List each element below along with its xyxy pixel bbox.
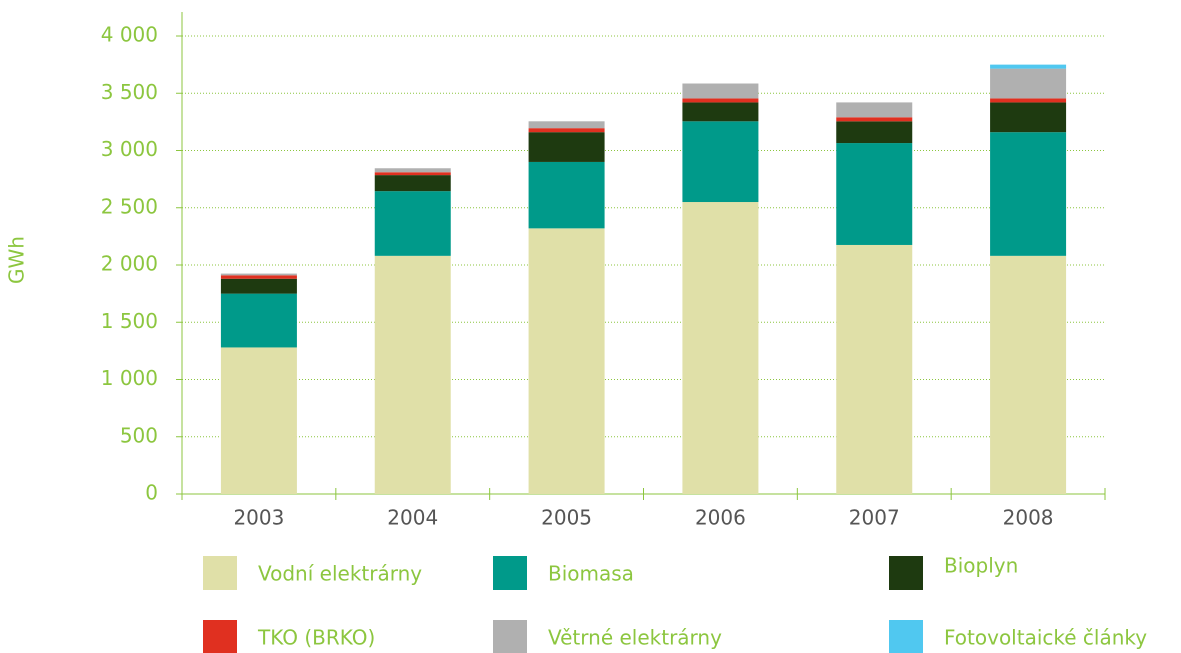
y-tick-label: 0 [145,481,158,505]
bar-segment [682,202,759,494]
legend-label: Bioplyn [944,554,1018,578]
bar-segment [374,168,451,173]
bar-segment [220,273,297,276]
bar-segment [220,347,297,494]
y-tick-label: 4 000 [101,23,158,47]
bar-segment [528,228,605,495]
bar-segment [990,102,1067,133]
bar-segment [528,161,605,229]
y-tick-label: 500 [120,423,158,447]
bar-segment [836,117,913,122]
bar-segment [990,132,1067,256]
legend-swatch [203,556,237,590]
y-tick-label: 3 500 [101,80,158,104]
x-tick-label: 2003 [233,506,284,530]
legend-swatch [493,620,527,653]
bar-segment [990,64,1067,69]
x-tick-label: 2007 [849,506,900,530]
legend-label: Větrné elektrárny [548,626,722,650]
bar-segment [220,275,297,279]
y-tick-label: 1 000 [101,366,158,390]
bar-segment [374,172,451,176]
bar-segment [990,98,1067,103]
bar-segment [682,83,759,99]
bar-segment [836,244,913,494]
legend-label: Vodní elektrárny [258,562,422,586]
bar-segment [836,121,913,144]
bar-segment [990,255,1067,494]
bar-segment [374,175,451,192]
legend-swatch [493,556,527,590]
y-axis-label: GWh [5,236,29,284]
x-tick-label: 2004 [387,506,438,530]
y-tick-label: 2 500 [101,194,158,218]
legend-label: TKO (BRKO) [257,626,375,650]
bar-segment [220,293,297,348]
bar-segment [990,68,1067,99]
x-tick-label: 2008 [1003,506,1054,530]
bar-segment [836,102,913,118]
bar-segment [528,128,605,133]
bar-segment [682,121,759,203]
bar-segment [374,191,451,256]
bar-segment [374,255,451,494]
bar-segment [528,121,605,129]
bar-segment [220,278,297,294]
legend-swatch [889,556,923,590]
x-tick-label: 2006 [695,506,746,530]
bar-segment [682,98,759,103]
legend-label: Biomasa [548,562,634,586]
bar-segment [682,102,759,122]
legend-swatch [889,620,923,653]
legend-label: Fotovoltaické články [944,626,1147,650]
legend-swatch [203,620,237,653]
bar-segment [528,132,605,162]
bar-segment [836,143,913,245]
y-tick-label: 3 000 [101,137,158,161]
y-tick-label: 2 000 [101,252,158,276]
x-tick-label: 2005 [541,506,592,530]
y-tick-label: 1 500 [101,309,158,333]
